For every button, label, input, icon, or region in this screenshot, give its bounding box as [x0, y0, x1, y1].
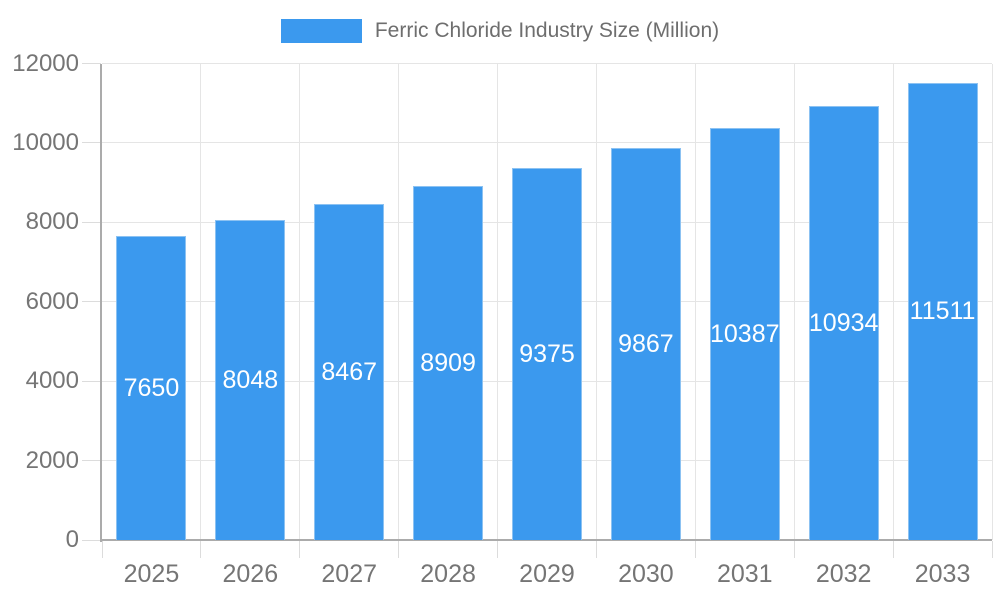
x-axis-line	[100, 539, 992, 541]
bar[interactable]	[709, 127, 780, 540]
x-tick	[892, 541, 894, 558]
bar-value-label: 8467	[321, 357, 378, 386]
bar-value-label: 11511	[909, 297, 976, 326]
gridline-y	[102, 63, 992, 64]
y-tick	[82, 301, 101, 303]
gridline-y	[102, 142, 992, 144]
x-tick-label: 2030	[618, 560, 674, 588]
bar-value-label: 7650	[123, 374, 180, 403]
y-tick-label: 4000	[25, 367, 79, 395]
bar[interactable]	[808, 105, 879, 540]
bar[interactable]	[215, 220, 286, 540]
legend[interactable]: Ferric Chloride Industry Size (Million)	[0, 14, 1000, 48]
x-tick-label: 2032	[815, 560, 872, 588]
gridline-x	[299, 63, 301, 540]
y-tick-label: 0	[65, 526, 79, 553]
y-tick	[82, 539, 101, 541]
bar[interactable]	[314, 203, 385, 540]
x-tick	[398, 541, 400, 558]
x-tick-label: 2029	[519, 560, 575, 588]
x-tick	[991, 541, 993, 558]
bar[interactable]	[610, 148, 681, 540]
y-tick-label: 2000	[25, 446, 79, 474]
x-tick-label: 2028	[420, 560, 476, 588]
gridline-x	[497, 63, 499, 540]
gridline-x	[793, 63, 795, 540]
gridline-x	[694, 63, 696, 540]
bar-value-label: 8909	[420, 349, 476, 378]
x-tick	[694, 541, 696, 558]
bar[interactable]	[413, 186, 484, 540]
legend-swatch[interactable]	[280, 19, 362, 43]
x-tick-label: 2033	[914, 560, 971, 588]
gridline-x	[892, 63, 894, 540]
x-tick-label: 2025	[123, 560, 180, 588]
gridline-x	[200, 63, 202, 540]
bar-value-label: 9375	[519, 339, 575, 368]
bar-value-label: 8048	[222, 366, 279, 395]
bar-value-label: 10934	[808, 308, 879, 337]
x-tick	[101, 541, 103, 558]
x-tick	[497, 541, 499, 558]
y-tick	[82, 63, 101, 64]
x-tick-label: 2026	[222, 560, 279, 588]
x-tick	[299, 541, 301, 558]
legend-label[interactable]: Ferric Chloride Industry Size (Million)	[374, 19, 720, 42]
y-tick	[82, 221, 101, 223]
y-tick	[82, 380, 101, 382]
x-tick-label: 2027	[321, 560, 378, 588]
gridline-x	[595, 63, 597, 540]
y-axis-line	[100, 63, 102, 542]
x-tick-label: 2031	[716, 560, 773, 588]
bar-value-label: 10387	[710, 319, 780, 348]
y-tick-label: 8000	[25, 208, 79, 236]
x-tick	[793, 541, 795, 558]
bar-value-label: 9867	[618, 330, 674, 359]
y-tick	[82, 142, 101, 144]
y-tick-label: 6000	[25, 287, 79, 315]
y-tick-label: 12000	[12, 49, 79, 77]
y-tick-label: 10000	[12, 128, 79, 156]
gridline-x	[991, 63, 993, 540]
x-tick	[595, 541, 597, 558]
bar[interactable]	[907, 82, 978, 540]
x-tick	[200, 541, 202, 558]
bar[interactable]	[512, 167, 582, 540]
bar[interactable]	[116, 236, 187, 540]
gridline-x	[398, 63, 400, 540]
y-tick	[82, 460, 101, 462]
